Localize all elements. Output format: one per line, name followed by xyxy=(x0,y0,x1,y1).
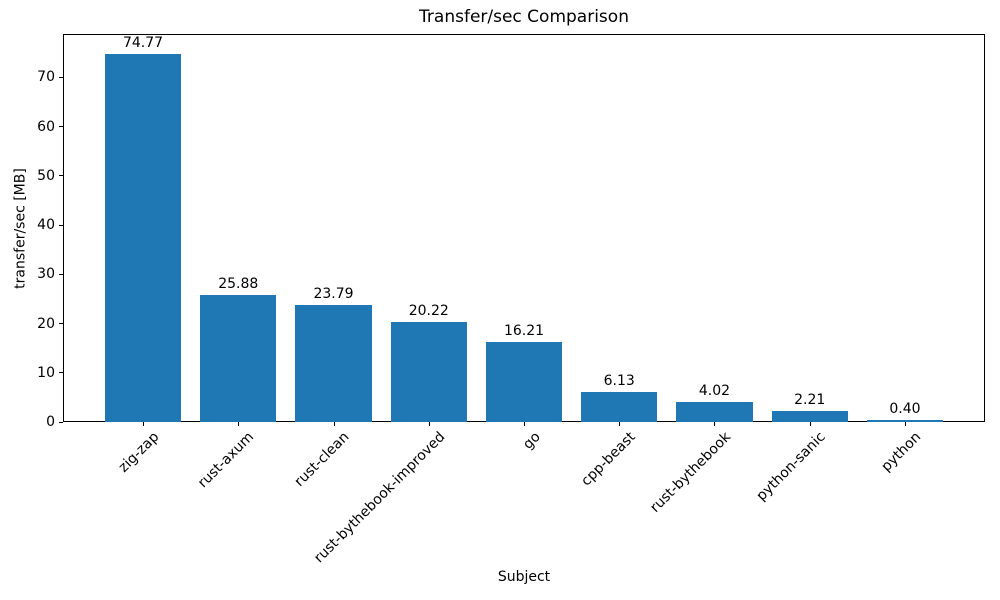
bar xyxy=(771,411,848,422)
y-tick-mark xyxy=(59,126,63,128)
x-tick-label: zig-zap xyxy=(115,429,163,476)
y-tick-label: 10 xyxy=(37,364,55,381)
bar-value-label: 4.02 xyxy=(698,383,731,400)
bar-value-label: 6.13 xyxy=(603,372,635,389)
y-tick-mark xyxy=(59,224,63,226)
x-tick-label: rust-axum xyxy=(195,429,258,492)
bar xyxy=(200,294,277,422)
y-tick-label: 40 xyxy=(37,217,55,234)
bar xyxy=(104,53,182,422)
x-tick-label: rust-bythebook xyxy=(647,429,734,516)
bar xyxy=(390,322,467,422)
x-tick-mark xyxy=(904,422,906,426)
bar-value-label: 16.21 xyxy=(503,323,545,340)
y-tick-mark xyxy=(59,421,63,423)
x-tick-mark xyxy=(428,422,430,426)
x-tick-label: cpp-beast xyxy=(578,429,639,490)
bar xyxy=(866,420,944,422)
y-tick-label: 0 xyxy=(46,414,55,430)
x-tick-label: go xyxy=(519,429,544,453)
x-tick-label: rust-clean xyxy=(291,429,353,490)
bar xyxy=(676,402,753,422)
bar-value-label: 20.22 xyxy=(408,303,449,320)
bar-value-label: 25.88 xyxy=(218,275,259,292)
chart-title: Transfer/sec Comparison xyxy=(419,7,629,27)
y-tick-label: 50 xyxy=(37,167,55,184)
y-tick-mark xyxy=(59,175,63,177)
x-tick-mark xyxy=(238,422,240,426)
x-tick-mark xyxy=(714,422,716,426)
x-tick-mark xyxy=(619,422,621,426)
x-tick-mark xyxy=(143,422,144,426)
bar xyxy=(581,391,658,422)
bar-value-label: 74.77 xyxy=(122,34,164,51)
y-tick-label: 30 xyxy=(37,266,55,283)
y-tick-mark xyxy=(59,323,63,325)
x-tick-label: python xyxy=(878,429,925,475)
bar xyxy=(295,304,372,422)
y-tick-label: 20 xyxy=(37,315,55,332)
y-tick-mark xyxy=(59,76,63,78)
bar-value-label: 2.21 xyxy=(794,392,826,409)
bar-value-label: 23.79 xyxy=(313,285,354,302)
y-tick-label: 70 xyxy=(37,69,55,86)
x-tick-label: python-sanic xyxy=(753,429,830,505)
x-axis-title: Subject xyxy=(497,569,551,585)
x-tick-mark xyxy=(524,422,525,426)
x-tick-mark xyxy=(333,422,335,426)
bar xyxy=(485,342,563,422)
y-tick-mark xyxy=(59,273,63,275)
y-tick-label: 60 xyxy=(37,118,55,135)
y-tick-mark xyxy=(59,372,63,374)
x-tick-mark xyxy=(809,422,811,426)
bar-value-label: 0.40 xyxy=(889,401,921,418)
